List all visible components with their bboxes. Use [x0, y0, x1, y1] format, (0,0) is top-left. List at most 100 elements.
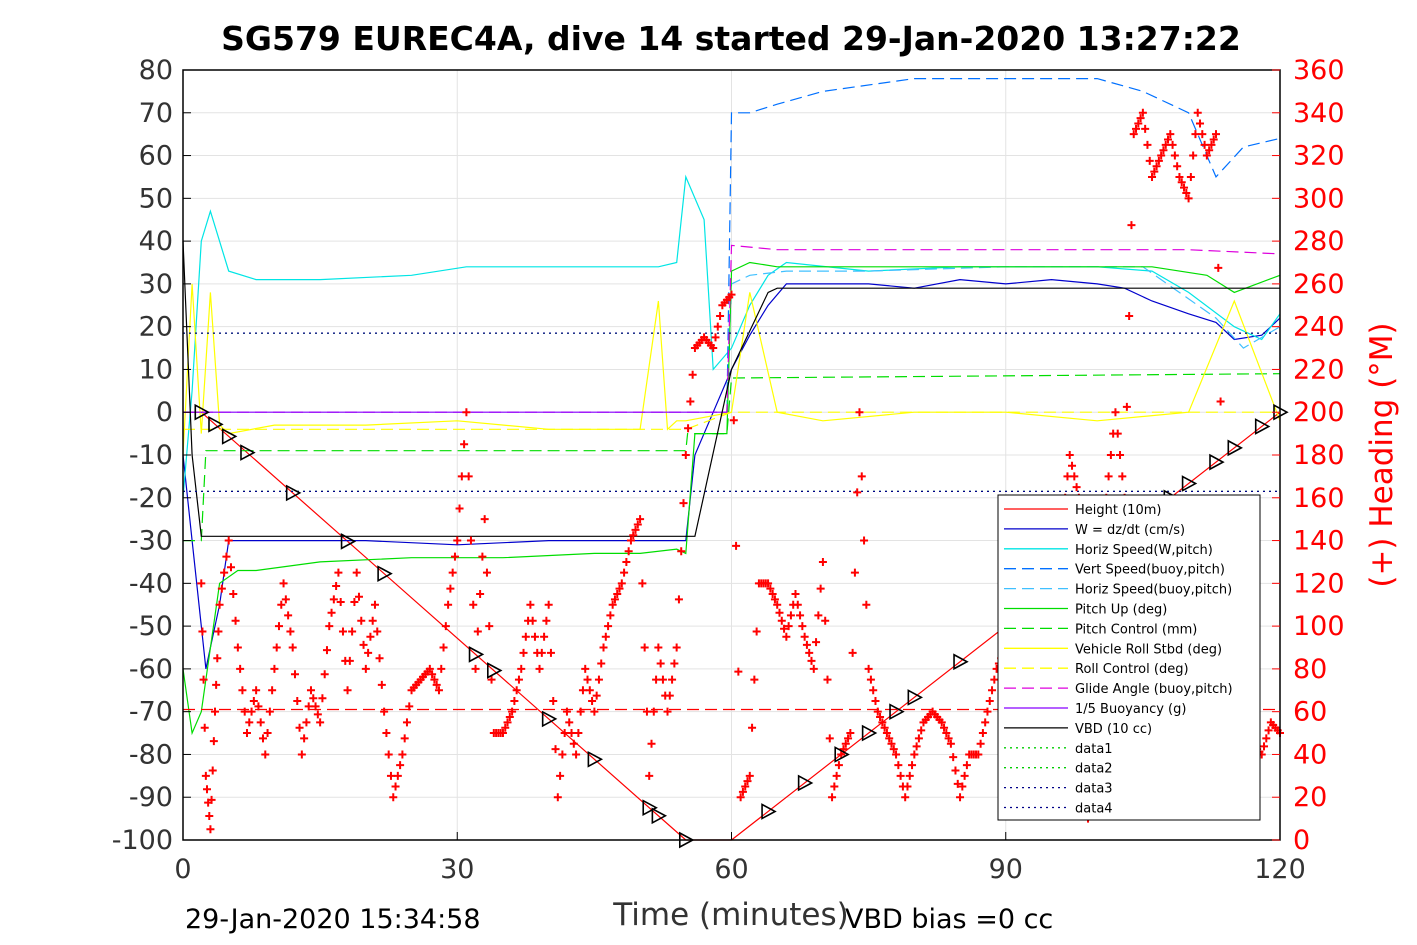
y-right-tick-label: 180	[1293, 440, 1345, 471]
heading-point	[711, 333, 720, 342]
heading-point	[311, 702, 320, 711]
heading-point	[1214, 263, 1223, 272]
heading-point	[640, 643, 649, 652]
heading-point	[741, 782, 750, 791]
heading-point	[572, 750, 581, 759]
heading-point	[672, 643, 681, 652]
heading-point	[446, 584, 455, 593]
dive-marker	[377, 565, 393, 582]
heading-point	[1106, 451, 1115, 459]
heading-point	[638, 579, 647, 588]
heading-point	[510, 696, 519, 705]
heading-point	[949, 753, 958, 762]
heading-point	[249, 696, 258, 705]
heading-point	[732, 541, 741, 550]
heading-point	[668, 675, 677, 684]
heading-point	[1216, 397, 1225, 406]
heading-point	[793, 600, 802, 609]
heading-point	[768, 590, 777, 599]
y-right-tick-label: 40	[1293, 739, 1327, 770]
legend-label: data3	[1075, 782, 1113, 797]
heading-point	[823, 675, 832, 684]
heading-point	[389, 793, 398, 802]
heading-point	[1182, 188, 1191, 197]
heading-point	[766, 584, 775, 593]
heading-point	[480, 515, 489, 524]
heading-point	[1065, 451, 1074, 459]
heading-point	[688, 370, 697, 379]
heading-point	[665, 691, 674, 700]
heading-point	[597, 659, 606, 668]
heading-point	[846, 729, 855, 738]
heading-point	[476, 590, 485, 599]
legend-label: Horiz Speed(W,pitch)	[1075, 543, 1213, 558]
heading-point	[727, 290, 736, 299]
heading-point	[370, 600, 379, 609]
heading-point	[844, 734, 853, 743]
heading-point	[798, 622, 807, 631]
dive-marker	[889, 703, 905, 721]
heading-point	[245, 718, 254, 727]
heading-point	[1125, 311, 1134, 320]
heading-point	[1173, 162, 1182, 171]
heading-point	[1141, 124, 1150, 133]
heading-point	[567, 729, 576, 738]
y-tick-label: 0	[156, 397, 173, 428]
heading-point	[878, 718, 887, 727]
heading-point	[503, 718, 512, 727]
y-tick-label: -90	[129, 782, 173, 813]
y-tick-label: 20	[139, 312, 173, 343]
heading-point	[205, 811, 214, 820]
heading-point	[304, 702, 313, 711]
dive-marker	[761, 803, 777, 820]
heading-point	[686, 397, 695, 406]
y-tick-label: 70	[139, 98, 173, 129]
heading-point	[615, 584, 624, 593]
heading-point	[300, 734, 309, 743]
dive-marker	[221, 428, 238, 445]
y-tick-label: -70	[129, 697, 173, 728]
heading-point	[551, 745, 560, 754]
dive-marker	[861, 724, 878, 742]
heading-point	[885, 734, 894, 743]
heading-point	[450, 552, 459, 561]
heading-point	[1159, 146, 1168, 155]
x-tick-label: 90	[989, 854, 1023, 885]
heading-point	[482, 568, 491, 577]
heading-point	[261, 750, 270, 759]
heading-point	[469, 600, 478, 609]
heading-point	[574, 729, 583, 738]
legend-label: data4	[1075, 802, 1113, 817]
heading-point	[215, 600, 224, 609]
heading-point	[316, 718, 325, 727]
legend-label: data1	[1075, 742, 1113, 757]
y-axis-right-ticks: 3603403203002802602402202001801601401201…	[1272, 55, 1345, 856]
heading-point	[748, 723, 757, 732]
dive-marker	[208, 415, 224, 433]
y-right-tick-label: 240	[1293, 312, 1345, 343]
heading-point	[478, 552, 487, 561]
x-tick-label: 30	[440, 854, 474, 885]
footer-vbd-bias: VBD bias =0 cc	[845, 904, 1053, 935]
heading-point	[800, 632, 809, 641]
heading-point	[514, 675, 523, 684]
heading-point	[896, 771, 905, 780]
heading-point	[1161, 140, 1170, 149]
heading-point	[629, 531, 638, 540]
heading-point	[462, 408, 471, 417]
heading-point	[366, 632, 375, 641]
y-right-tick-label: 160	[1293, 483, 1345, 514]
heading-point	[656, 659, 665, 668]
heading-point	[485, 622, 494, 631]
x-tick-label: 60	[714, 854, 748, 885]
heading-point	[252, 686, 261, 695]
heading-point	[901, 793, 910, 802]
heading-point	[254, 702, 263, 711]
heading-point	[620, 568, 629, 577]
heading-point	[1150, 167, 1159, 176]
heading-point	[791, 590, 800, 599]
x-tick-label: 120	[1254, 854, 1306, 885]
heading-point	[453, 536, 462, 545]
heading-point	[521, 632, 530, 641]
heading-point	[960, 771, 969, 780]
